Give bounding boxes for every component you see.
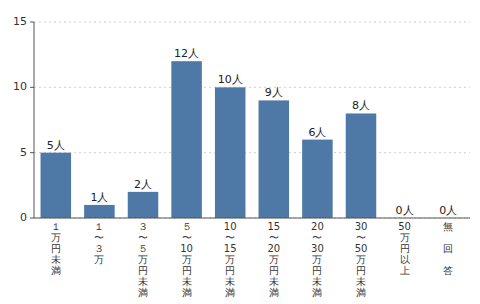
y-tick-label: 10 <box>13 80 27 93</box>
y-tick <box>30 87 34 88</box>
data-label: 6人 <box>308 126 326 139</box>
grid-line <box>34 152 470 153</box>
x-tick-label: １〜３万 <box>94 221 104 265</box>
grid-line <box>34 22 470 23</box>
data-label: 0人 <box>396 204 414 217</box>
data-label: 1人 <box>90 191 108 204</box>
data-label: 8人 <box>352 99 370 112</box>
x-tick-label: ５〜10万円未満 <box>180 221 193 298</box>
y-tick <box>30 152 34 153</box>
data-label: 9人 <box>265 86 283 99</box>
data-label: 5人 <box>47 139 65 152</box>
data-label: 12人 <box>174 47 199 60</box>
y-axis: 0 5 10 15 <box>13 15 34 224</box>
x-tick-label: 10〜15万円未満 <box>224 221 237 298</box>
bar <box>128 192 159 218</box>
grid-line <box>34 218 470 219</box>
y-tick <box>30 22 34 23</box>
x-tick-label: 30〜50万円未満 <box>355 221 368 298</box>
chart: 0 5 10 15 5人 1人 2人 12人 10人 9人 6人 8人 0人 0人 １万円未満 １〜３万 ３〜５… <box>0 0 480 304</box>
bar <box>302 140 333 218</box>
bar <box>171 61 202 218</box>
grid <box>34 22 470 218</box>
x-axis: １万円未満 １〜３万 ３〜５万円未満 ５〜10万円未満 10〜15万円未満 15〜20万円… <box>51 221 453 298</box>
x-tick-label: 20〜30万円未満 <box>311 221 324 298</box>
y-tick-label: 0 <box>20 211 27 224</box>
data-label: 10人 <box>218 73 243 86</box>
x-tick-label: 無回答 <box>443 221 453 276</box>
x-tick-label: 15〜20万円未満 <box>267 221 280 298</box>
bar <box>84 205 115 218</box>
data-label: 0人 <box>439 204 457 217</box>
x-tick-label: １万円未満 <box>51 221 61 276</box>
data-label: 2人 <box>134 178 152 191</box>
bar <box>259 100 290 218</box>
y-axis-line <box>34 22 35 218</box>
bar <box>41 153 72 218</box>
y-tick <box>30 218 34 219</box>
y-tick-label: 15 <box>13 15 27 28</box>
bars <box>41 61 377 218</box>
y-tick-label: 5 <box>20 146 27 159</box>
x-tick-label: 50万円以上 <box>398 221 411 276</box>
grid-line <box>34 87 470 88</box>
x-axis-line <box>34 218 470 219</box>
data-labels: 5人 1人 2人 12人 10人 9人 6人 8人 0人 0人 <box>47 47 457 217</box>
x-tick-label: ３〜５万円未満 <box>138 221 148 298</box>
bar <box>346 113 377 218</box>
bar <box>215 87 246 218</box>
